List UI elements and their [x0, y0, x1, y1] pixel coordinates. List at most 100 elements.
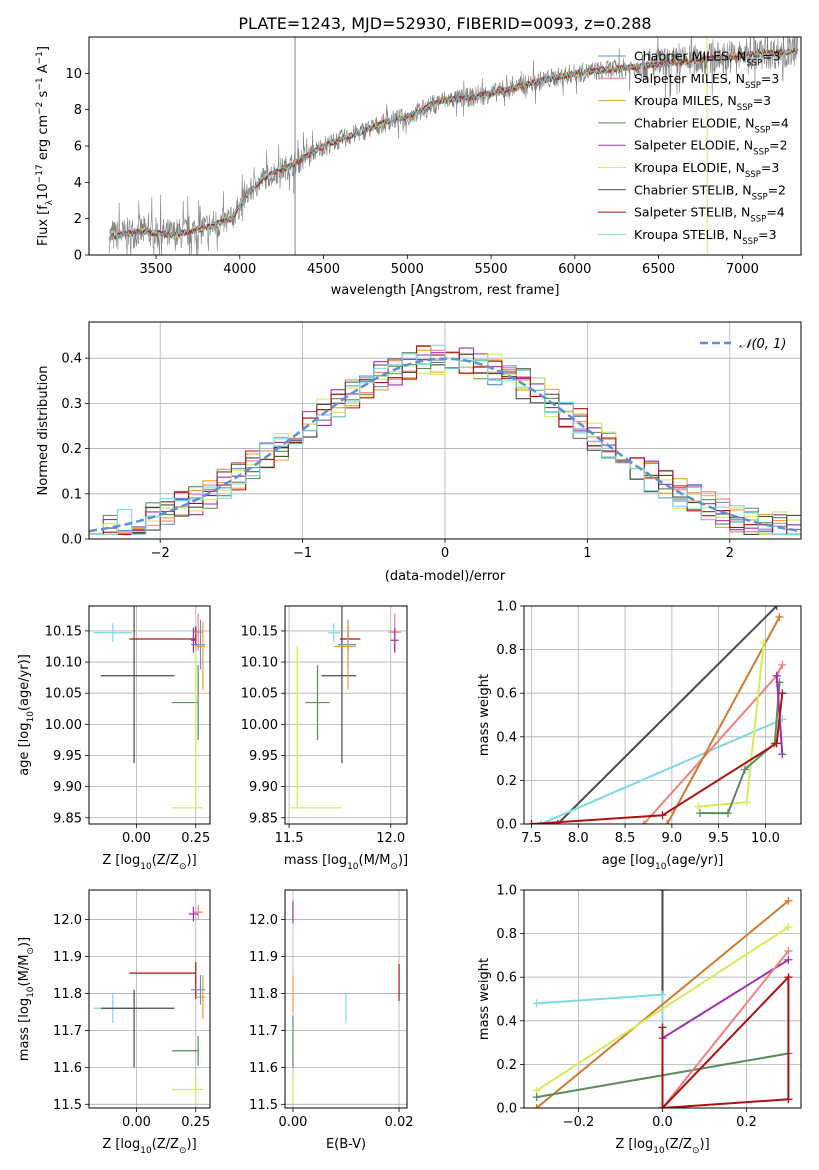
- x-axis-label: E(B-V): [326, 1137, 366, 1152]
- weight-marker: [784, 1095, 793, 1104]
- y-tick-label: 11.6: [249, 1061, 278, 1076]
- y-tick-label: 0.4: [61, 352, 82, 367]
- plot-area: [527, 606, 787, 824]
- label-part: Z [log: [102, 853, 140, 868]
- y-tick-label: 11.8: [249, 987, 278, 1002]
- y-tick-label: 10.10: [241, 656, 278, 671]
- legend-label: Salpeter STELIB, NSSP=4: [634, 205, 785, 225]
- normal-curve: [89, 357, 801, 533]
- y-tick-label: 9.85: [53, 811, 82, 826]
- x-axis-label: age [log10(age/yr)]: [602, 853, 724, 872]
- label-part: age [log: [17, 723, 32, 776]
- y-tick-label: 8: [74, 103, 82, 118]
- legend-label: Kroupa STELIB, NSSP=3: [634, 227, 777, 247]
- label-part: Chabrier STELIB, N: [634, 182, 752, 197]
- label-part: SSP: [742, 237, 758, 247]
- weight-line: [661, 958, 789, 1040]
- legend-label: 𝒩(0, 1): [739, 337, 786, 352]
- x-tick-label: 0.2: [736, 1115, 757, 1130]
- weight-marker: [724, 809, 733, 818]
- label-part: SSP: [754, 125, 770, 135]
- x-tick-label: 10.0: [751, 831, 780, 846]
- axes-frame: [88, 321, 802, 540]
- weight-marker: [784, 923, 793, 932]
- x-tick-label: 1: [583, 546, 591, 561]
- label-part: Chabrier MILES, N: [634, 49, 746, 64]
- label-part: SSP: [737, 103, 753, 113]
- x-tick-label: 2: [726, 546, 734, 561]
- label-part: =3: [762, 49, 780, 64]
- label-part: 10: [140, 1146, 152, 1156]
- label-part: ⊙: [179, 1146, 187, 1156]
- x-tick-label: 6000: [558, 262, 591, 277]
- y-tick-label: 0.2: [61, 442, 82, 457]
- label-part: Z [log: [102, 1137, 140, 1152]
- weight-marker: [784, 896, 793, 905]
- y-tick-label: 0.0: [496, 1102, 517, 1117]
- label-part: Flux [f: [36, 205, 51, 246]
- label-part: mass [log: [284, 853, 347, 868]
- label-part: =4: [766, 205, 784, 220]
- weight-marker: [742, 798, 751, 807]
- x-tick-label: 0.0: [652, 1115, 673, 1130]
- label-part: Kroupa ELODIE, N: [634, 160, 745, 175]
- x-tick-label: 7.5: [521, 831, 542, 846]
- axes-frame: [88, 889, 211, 1109]
- y-tick-label: 0.6: [496, 687, 517, 702]
- plot-area: [108, 37, 798, 255]
- weight-marker: [772, 671, 781, 680]
- x-axis-label: Z [log10(Z/Z⊙)]: [615, 1137, 709, 1156]
- legend-label: Kroupa MILES, NSSP=3: [634, 93, 771, 113]
- weight-line: [536, 993, 664, 1108]
- label-part: Salpeter STELIB, N: [634, 205, 750, 220]
- y-axis-label: age [log10(age/yr)]: [17, 654, 36, 776]
- y-tick-label: 11.9: [53, 950, 82, 965]
- label-part: SSP: [745, 81, 761, 91]
- weight-marker: [778, 689, 787, 698]
- label-part: )]: [17, 937, 32, 947]
- label-part: SSP: [750, 215, 766, 225]
- label-part: erg cm: [36, 115, 51, 164]
- y-tick-label: 2: [74, 212, 82, 227]
- weight-marker: [658, 990, 667, 999]
- y-tick-label: 1.0: [496, 884, 517, 899]
- weight-line: [643, 664, 784, 824]
- label-part: −1: [35, 51, 45, 64]
- axes-frame: [523, 889, 802, 1109]
- label-part: age [log: [602, 853, 655, 868]
- x-tick-label: 0: [441, 546, 449, 561]
- y-tick-label: 10.05: [241, 687, 278, 702]
- weight-marker: [663, 820, 672, 824]
- weight-marker: [658, 890, 667, 894]
- axes-frame: [284, 889, 408, 1109]
- label-part: ⊙: [692, 1146, 700, 1156]
- weight-marker: [778, 660, 787, 669]
- weight-line: [536, 926, 789, 1092]
- x-axis-label: (data-model)/error: [385, 569, 506, 584]
- weight-line: [698, 642, 765, 808]
- label-part: 10: [140, 862, 152, 872]
- y-tick-label: 0.2: [496, 1058, 517, 1073]
- label-part: =3: [758, 227, 776, 242]
- y-tick-label: 0.8: [496, 927, 517, 942]
- y-tick-label: 9.95: [53, 749, 82, 764]
- y-tick-label: 0.2: [496, 774, 517, 789]
- label-part: 10: [347, 862, 359, 872]
- y-axis-label: Flux [fλ10−17 erg cm−2 s−1 A−1]: [35, 46, 55, 246]
- label-part: (age/yr)]: [666, 853, 723, 868]
- y-tick-label: 0.4: [496, 730, 517, 745]
- x-tick-label: 4000: [223, 262, 256, 277]
- x-axis-label: mass [log10(M/M⊙)]: [284, 853, 408, 872]
- y-tick-label: 11.6: [53, 1061, 82, 1076]
- label-part: )]: [187, 1137, 197, 1152]
- mass-vs-ebv-panel: 0.00 0.02 11.5 11.6 11.7 11.8 11.9 12.0 E(B-V): [249, 889, 414, 1152]
- y-tick-label: 10.15: [241, 624, 278, 639]
- label-part: =3: [761, 71, 779, 86]
- weight-marker: [658, 811, 667, 820]
- label-part: ⊙: [26, 947, 36, 955]
- label-part: SSP: [753, 148, 769, 158]
- y-axis-label: mass [log10(M/M⊙)]: [17, 937, 36, 1061]
- weight-marker: [775, 612, 784, 621]
- label-part: Salpeter ELODIE, N: [634, 138, 753, 153]
